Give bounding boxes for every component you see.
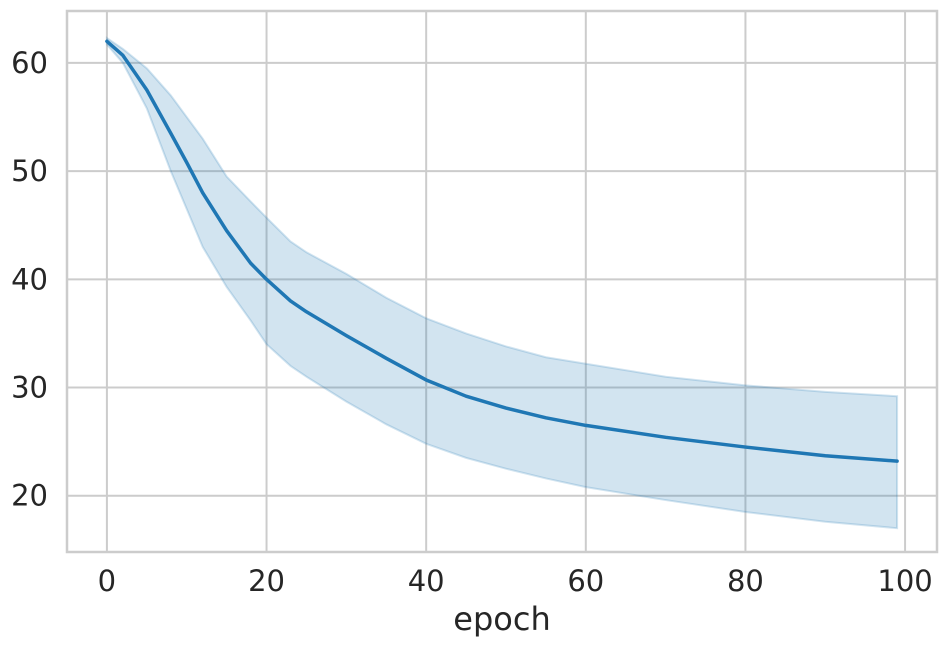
tick-labels: 0 20 40 60 80 100 20 30 40 50 60: [11, 46, 933, 598]
plot-frame: [65, 9, 939, 554]
grid-lines: [67, 11, 937, 552]
series-line-layer: [105, 39, 899, 463]
y-tick-label: 40: [11, 262, 48, 296]
x-tick-label: 40: [408, 564, 445, 598]
y-tick-label: 50: [11, 154, 48, 188]
x-tick-label: 100: [877, 564, 932, 598]
y-tick-label: 20: [11, 479, 48, 513]
series-line: [105, 39, 899, 463]
confidence-band: [105, 36, 899, 530]
x-tick-label: 20: [248, 564, 285, 598]
x-tick-label: 80: [727, 564, 764, 598]
y-tick-label: 60: [11, 46, 48, 80]
x-tick-label: 0: [98, 564, 116, 598]
y-tick-label: 30: [11, 371, 48, 405]
confidence-band-layer: [105, 36, 899, 530]
axes-frame: [65, 9, 939, 554]
x-tick-label: 60: [567, 564, 604, 598]
x-axis-title: epoch: [453, 600, 550, 638]
